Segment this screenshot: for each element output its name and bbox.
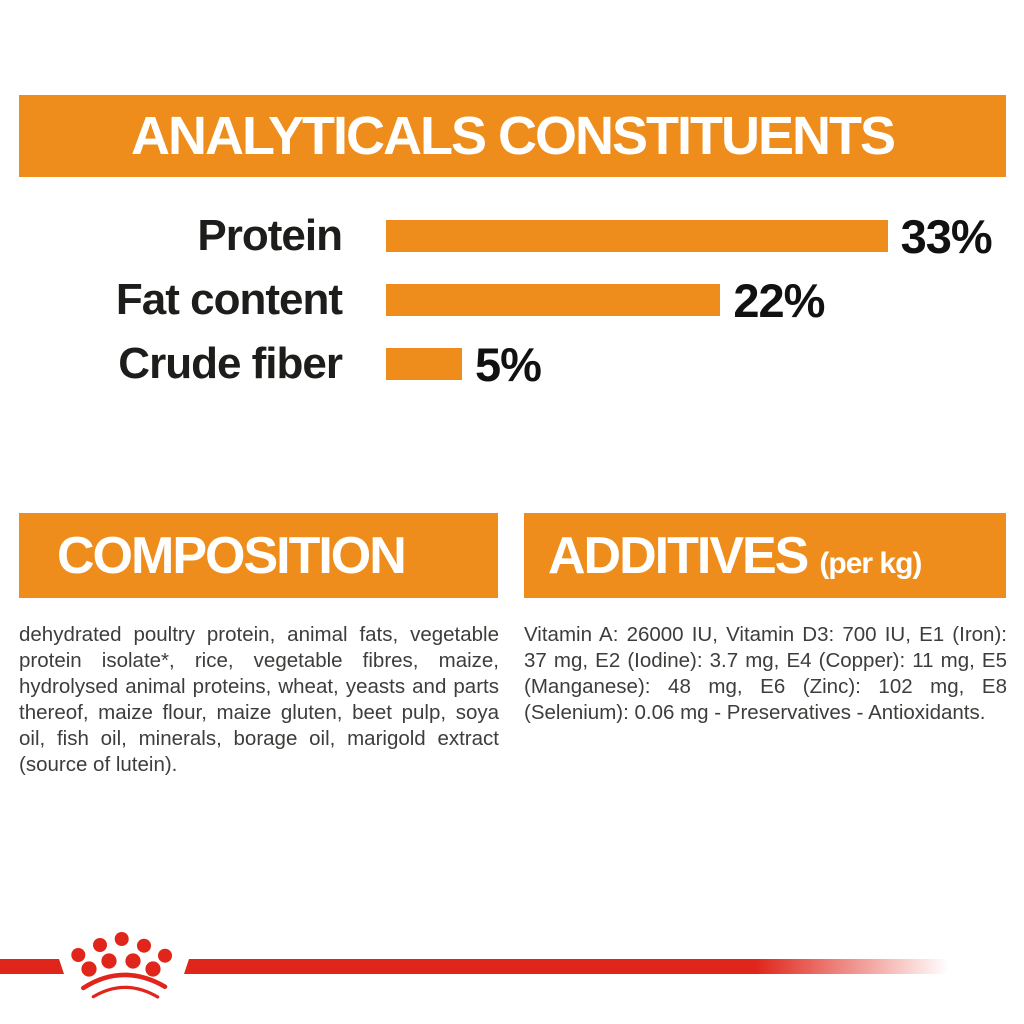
composition-body: dehydrated poultry protein, animal fats,… [19,622,499,776]
royal-canin-crown-icon [71,932,172,999]
bar-crude-fiber [386,348,462,380]
additives-title-line: ADDITIVES (per kg) [548,526,922,586]
brand-line-right-segment [184,959,1024,974]
chart-row-protein: Protein 33% [0,210,992,263]
chart-row-crude-fiber: Crude fiber 5% [0,338,542,391]
composition-header: COMPOSITION [19,513,498,598]
bar-fat-content [386,284,721,316]
additives-unit-note: (per kg) [819,546,922,580]
banner-title: ANALYTICALS CONSTITUENTS [130,106,896,166]
additives-title: ADDITIVES [548,526,809,585]
bar-value-fat-content: 22% [733,273,825,327]
analytical-constituents-banner: ANALYTICALS CONSTITUENTS [19,95,1006,177]
bar-label-protein: Protein [197,211,343,260]
bar-value-protein: 33% [900,209,993,263]
bar-protein [386,220,888,252]
additives-body: Vitamin A: 26000 IU, Vitamin D3: 700 IU,… [524,622,1007,724]
brand-line-left-segment [0,959,64,974]
additives-header: ADDITIVES (per kg) [524,513,1006,598]
bar-label-fat-content: Fat content [115,275,343,324]
bar-value-crude-fiber: 5% [475,337,542,391]
chart-row-fat-content: Fat content 22% [0,274,826,327]
bar-label-crude-fiber: Crude fiber [118,339,343,388]
composition-title: COMPOSITION [57,526,407,585]
